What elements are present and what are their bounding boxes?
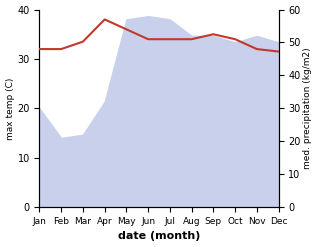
X-axis label: date (month): date (month) (118, 231, 200, 242)
Y-axis label: max temp (C): max temp (C) (5, 77, 15, 140)
Y-axis label: med. precipitation (kg/m2): med. precipitation (kg/m2) (303, 48, 313, 169)
